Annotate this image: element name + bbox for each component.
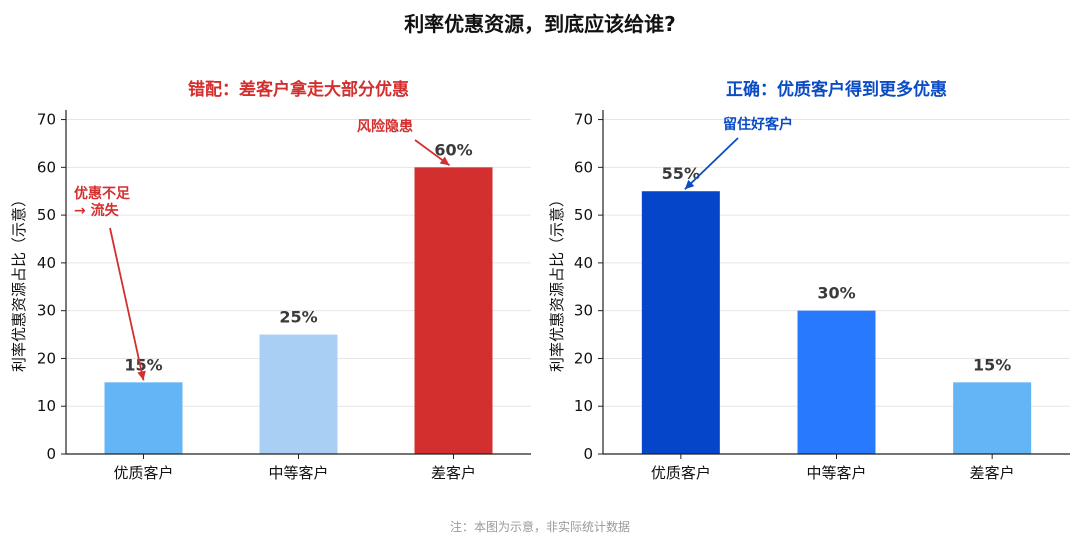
- y-tick-label: 60: [37, 158, 56, 176]
- panel-title: 正确：优质客户得到更多优惠: [726, 79, 947, 100]
- x-tick-label: 中等客户: [268, 464, 328, 482]
- y-tick-label: 30: [574, 302, 593, 320]
- annotation-text: → 流失: [74, 202, 120, 219]
- y-tick-label: 50: [574, 206, 593, 224]
- x-tick-label: 差客户: [970, 464, 1015, 482]
- annotation-arrowhead: [439, 156, 450, 166]
- bar-0: [641, 191, 720, 454]
- y-tick-label: 70: [37, 111, 56, 129]
- footnote: 注：本图为示意，非实际统计数据: [449, 520, 630, 534]
- x-tick-label: 优质客户: [113, 464, 173, 482]
- annotation-arrowhead: [684, 179, 695, 190]
- annotation-arrowhead: [137, 370, 146, 381]
- y-tick-label: 40: [37, 254, 56, 272]
- x-tick-label: 中等客户: [806, 464, 866, 482]
- y-tick-label: 40: [574, 254, 593, 272]
- chart-correct: 正确：优质客户得到更多优惠 0 10 20 30 40 50 60 70 55% 优质客户 30% 中等…: [548, 79, 1070, 482]
- annotation-text: 留住好客户: [723, 116, 793, 133]
- y-tick-label: 20: [574, 349, 593, 367]
- data-label: 15%: [124, 355, 162, 374]
- y-tick-label: 60: [574, 158, 593, 176]
- annotation-arrow: [109, 227, 145, 381]
- annotation-arrow: [684, 137, 739, 190]
- y-tick-label: 10: [37, 397, 56, 415]
- annotation-text: 优惠不足: [74, 185, 131, 202]
- annotation-text: 风险隐患: [357, 118, 413, 135]
- chart-mismatch: 错配：差客户拿走大部分优惠 0 10 20 30 40 50 60 70 15% 优质客户 25% 中等…: [10, 79, 531, 482]
- bar-2: [414, 167, 493, 455]
- figure-title: 利率优惠资源，到底应该给谁?: [404, 12, 676, 36]
- data-label: 60%: [434, 140, 472, 159]
- y-tick-label: 0: [583, 445, 593, 463]
- data-label: 25%: [279, 308, 317, 327]
- y-tick-label: 30: [37, 302, 56, 320]
- y-tick-label: 50: [37, 206, 56, 224]
- x-tick-label: 差客户: [431, 464, 476, 482]
- x-tick-label: 优质客户: [651, 464, 711, 482]
- y-tick-label: 10: [574, 397, 593, 415]
- bar-2: [953, 382, 1032, 454]
- y-tick-label: 70: [574, 111, 593, 129]
- data-label: 55%: [662, 164, 700, 183]
- bar-1: [259, 334, 338, 454]
- panel-title: 错配：差客户拿走大部分优惠: [188, 79, 409, 100]
- data-label: 30%: [817, 284, 855, 303]
- y-axis-label: 利率优惠资源占比（示意）: [10, 192, 28, 372]
- bar-0: [104, 382, 183, 454]
- bar-1: [797, 310, 876, 454]
- data-label: 15%: [973, 355, 1011, 374]
- y-tick-label: 0: [46, 445, 56, 463]
- y-axis-label: 利率优惠资源占比（示意）: [548, 192, 566, 372]
- y-tick-label: 20: [37, 349, 56, 367]
